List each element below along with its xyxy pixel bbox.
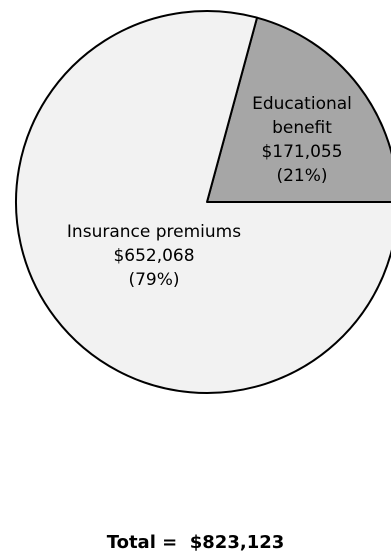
slice-name-text: benefit: [272, 118, 332, 138]
total-label: Total = $823,123: [106, 532, 285, 553]
slice-label-1: Insurance premiums $652,068 (79%): [67, 222, 241, 290]
pie-slice-1: [15, 10, 391, 394]
pie-slice-0: [206, 16, 391, 203]
slice-name-text: Educational: [252, 94, 352, 114]
slice-percent-text: (79%): [128, 270, 179, 290]
slice-percent-text: (21%): [276, 166, 327, 186]
slice-value-text: $652,068: [113, 246, 194, 266]
slice-label-0: Educational benefit $171,055 (21%): [252, 94, 352, 186]
slice-name-text: Insurance premiums: [67, 222, 241, 242]
slice-value-text: $171,055: [261, 142, 342, 162]
